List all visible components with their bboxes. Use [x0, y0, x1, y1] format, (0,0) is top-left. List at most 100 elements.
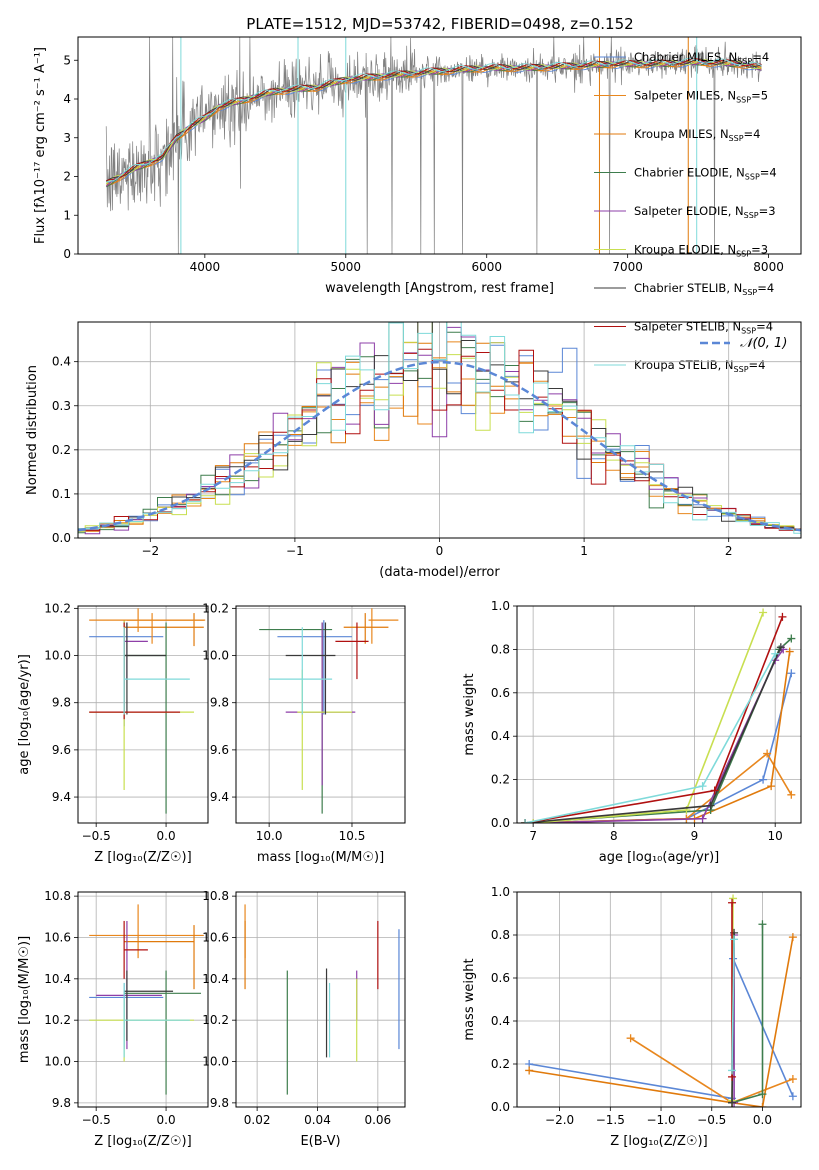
y-tick-label: 0.0	[491, 816, 510, 830]
x-tick-label: −1.5	[596, 1113, 625, 1127]
legend-entry-subscript: SSP	[742, 288, 757, 297]
gaussian-reference-curve	[78, 360, 801, 532]
legend-entry-subscript: SSP	[736, 96, 751, 105]
y-axis-label: age [log₁₀(age/yr)]	[17, 654, 32, 775]
mass-weight-marker	[729, 894, 738, 903]
x-tick-label: 9	[691, 829, 699, 843]
x-tick-label: 0.04	[304, 1113, 331, 1127]
mass-weight-line	[525, 651, 791, 823]
mass-weight-marker	[785, 647, 794, 656]
mass-weight-marker	[759, 608, 768, 617]
panel-4: 7 8 9 10 0.0 0.2 0.4 0.6 0.8 1.0 age [log₁₀(age/yr…	[462, 599, 802, 865]
y-axis-label: Normed distribution	[25, 365, 40, 495]
x-tick-label: 4000	[190, 260, 221, 274]
y-tick-label: 10.4	[202, 972, 229, 986]
x-tick-label: −1.0	[646, 1113, 675, 1127]
legend-entry-count: =4	[756, 320, 773, 334]
y-tick-label: 0.4	[52, 355, 71, 369]
axes-frame	[77, 321, 802, 539]
y-tick-label: 0.6	[491, 971, 510, 985]
legend-entry-model: Chabrier MILES, N	[634, 50, 737, 64]
legend-entry: Chabrier ELODIE, NSSP=4	[634, 166, 777, 182]
legend-entry-count: =4	[744, 127, 761, 141]
x-tick-label: 6000	[471, 260, 502, 274]
y-tick-label: 10.0	[202, 649, 229, 663]
y-tick-label: 9.4	[210, 790, 229, 804]
mass-weight-marker	[728, 898, 737, 907]
legend-entry: Chabrier STELIB, NSSP=4	[634, 281, 774, 297]
y-tick-label: 0.2	[52, 443, 71, 457]
y-tick-label: 0.6	[491, 686, 510, 700]
legend-entry-model: Salpeter ELODIE, N	[634, 204, 744, 218]
x-axis-label: age [log₁₀(age/yr)]	[599, 850, 720, 865]
x-axis-label: mass [log₁₀(M/M☉)]	[257, 850, 384, 865]
x-tick-label: −2.0	[545, 1113, 574, 1127]
axes-frame	[235, 891, 406, 1108]
mass-weight-marker	[787, 790, 796, 799]
y-axis-label: Flux [fλ10⁻¹⁷ erg cm⁻² s⁻¹ A⁻¹]	[33, 47, 48, 244]
mass-weight-marker	[728, 1098, 737, 1107]
y-tick-label: 9.8	[52, 696, 71, 710]
y-tick-label: 5	[63, 53, 71, 67]
mass-weight-marker	[758, 920, 767, 929]
y-tick-label: 9.8	[210, 1096, 229, 1110]
panel-7: −2.0 −1.5 −1.0 −0.5 0.0 0.0 0.2 0.4 0.6 0.8 1.0 Z […	[462, 885, 802, 1149]
y-tick-label: 10.2	[44, 601, 71, 615]
plot-area	[89, 904, 204, 1095]
mass-weight-marker	[525, 1066, 534, 1075]
y-tick-label: 9.4	[52, 790, 71, 804]
mass-weight-marker	[776, 643, 785, 652]
mass-weight-marker	[758, 1090, 767, 1099]
model-fit-line	[106, 57, 762, 183]
panel-5: −0.5 0.0 9.8 10.0 10.2 10.4 10.6 10.8 Z [log₁₀(Z…	[17, 889, 209, 1149]
x-tick-label: 0.06	[364, 1113, 391, 1127]
residual-histogram	[78, 322, 801, 532]
legend-entry-subscript: SSP	[734, 365, 749, 374]
mass-weight-marker	[521, 819, 530, 823]
legend-entry-count: =5	[751, 89, 768, 103]
mass-weight-line	[731, 924, 764, 1104]
mass-weight-line	[731, 939, 735, 1071]
x-tick-label: 10.0	[256, 829, 283, 843]
x-tick-label: 8	[610, 829, 618, 843]
legend-entry-count: =4	[760, 166, 777, 180]
x-tick-label: 0.0	[157, 829, 176, 843]
mass-weight-line	[529, 936, 794, 1107]
y-tick-label: 9.6	[52, 743, 71, 757]
legend-entry-count: =4	[752, 50, 769, 64]
legend-entry-model: Kroupa ELODIE, N	[634, 243, 736, 257]
plot-area	[244, 904, 400, 1095]
plot-area	[521, 608, 796, 823]
mass-weight-line	[533, 612, 764, 823]
y-tick-label: 4	[63, 92, 71, 106]
x-tick-label: −1	[286, 544, 304, 558]
y-tick-label: 10.0	[44, 649, 71, 663]
y-tick-label: 10.2	[202, 1013, 229, 1027]
mass-weight-marker	[529, 819, 538, 823]
plot-area	[78, 322, 801, 535]
y-tick-label: 0.8	[491, 642, 510, 656]
x-tick-label: −2	[141, 544, 159, 558]
panel-2: −0.5 0.0 9.4 9.6 9.8 10.0 10.2 Z [log₁₀(Z/Z☉)] a…	[17, 601, 209, 865]
legend-entry: Salpeter ELODIE, NSSP=3	[634, 204, 776, 220]
x-tick-label: 5000	[331, 260, 362, 274]
x-tick-label: 10.5	[339, 829, 366, 843]
panel-6: 0.02 0.04 0.06 9.8 10.0 10.2 10.4 10.6 10.8 E(B-V…	[202, 889, 406, 1149]
x-tick-label: −0.5	[82, 1113, 111, 1127]
y-tick-label: 9.6	[210, 743, 229, 757]
mass-weight-line	[524, 616, 784, 823]
mass-weight-marker	[626, 1034, 635, 1043]
legend-entry-subscript: SSP	[744, 211, 759, 220]
y-tick-label: 0	[63, 247, 71, 261]
mass-weight-marker	[730, 935, 739, 944]
legend-entry-model: Chabrier STELIB, N	[634, 281, 742, 295]
mass-weight-marker	[767, 782, 776, 791]
mass-weight-marker	[778, 612, 787, 621]
y-tick-label: 0.1	[52, 487, 71, 501]
mass-weight-line	[533, 648, 784, 823]
y-tick-label: 0.0	[52, 531, 71, 545]
y-tick-label: 9.8	[52, 1096, 71, 1110]
mass-weight-marker	[771, 649, 780, 658]
y-tick-label: 10.2	[44, 1013, 71, 1027]
